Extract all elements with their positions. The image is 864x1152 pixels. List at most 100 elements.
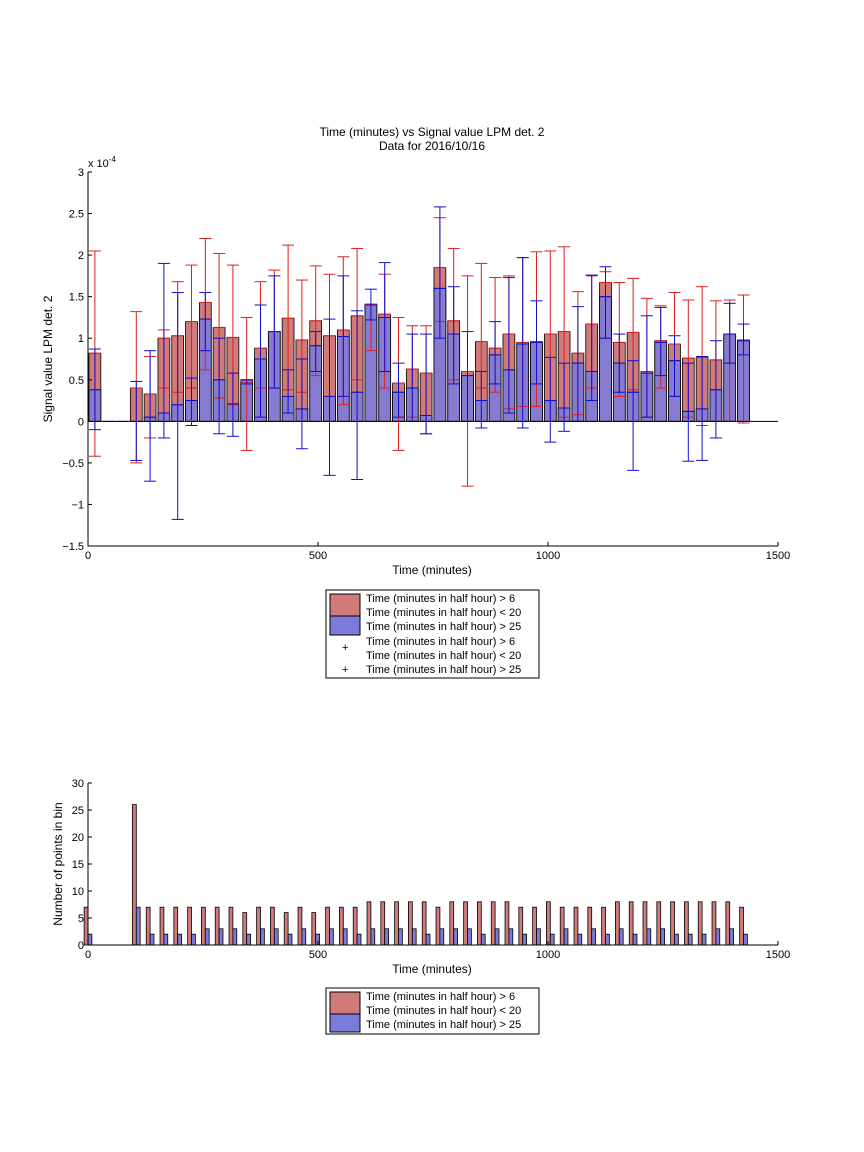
- x-tick-label: 500: [309, 949, 327, 961]
- x-tick-label: 1500: [766, 550, 790, 562]
- count-bar-blue: [439, 928, 445, 946]
- y-tick-label: −0.5: [62, 458, 84, 470]
- count-bar-blue: [577, 933, 583, 946]
- count-bar-red: [463, 901, 468, 946]
- count-bar-blue: [563, 928, 569, 946]
- count-bar-red: [615, 901, 620, 946]
- count-bar-red: [601, 906, 606, 946]
- count-bar-red: [283, 912, 289, 946]
- count-legend-entry-2: Time (minutes in half hour) < 20: [366, 1005, 521, 1017]
- count-bar-blue: [232, 928, 238, 946]
- count-bar-red: [132, 804, 137, 946]
- count-bar-blue: [177, 933, 182, 946]
- count-bar-blue: [605, 933, 610, 946]
- count-x-axis-label: Time (minutes): [392, 962, 472, 976]
- count-bar-red: [380, 901, 386, 946]
- count-bar-red: [435, 906, 441, 946]
- count-bar-red: [532, 906, 537, 946]
- count-bar-red: [656, 901, 662, 946]
- count-bar-blue: [191, 933, 196, 946]
- count-bar-blue: [632, 933, 638, 946]
- count-bar-red: [201, 906, 206, 946]
- x-tick-label: 1000: [536, 550, 560, 562]
- count-bar-blue: [218, 928, 224, 946]
- legend-marker-red: +: [342, 642, 348, 654]
- count-bar-blue: [729, 928, 734, 946]
- count-bar-blue: [273, 928, 279, 946]
- count-bar-red: [270, 906, 275, 946]
- x-tick-label: 500: [309, 550, 327, 562]
- chart-subtitle: Data for 2016/10/16: [379, 139, 485, 153]
- count-bar-blue: [329, 928, 334, 946]
- count-bar-red: [187, 906, 192, 946]
- count-bar-red: [559, 906, 565, 946]
- count-bar-red: [366, 901, 372, 946]
- y-tick-label: 10: [72, 886, 84, 898]
- count-bar-blue: [453, 928, 458, 946]
- chart-title: Time (minutes) vs Signal value LPM det. …: [320, 125, 545, 139]
- count-bar-red: [477, 901, 482, 946]
- signal-x-axis-label: Time (minutes): [392, 563, 472, 577]
- legend-entry-1: Time (minutes in half hour) > 6: [366, 593, 515, 605]
- count-bar-red: [297, 906, 303, 946]
- count-bar-blue: [549, 933, 555, 946]
- count-bar-red: [173, 906, 179, 946]
- count-bar-blue: [536, 928, 541, 946]
- count-bar-blue: [163, 933, 169, 946]
- count-legend: Time (minutes in half hour) > 6 Time (mi…: [325, 987, 540, 1035]
- y-tick-label: 2: [78, 250, 84, 262]
- count-bar-red: [573, 906, 579, 946]
- y-tick-label: −1.5: [62, 541, 84, 553]
- count-bar-red: [449, 901, 455, 946]
- y-exponent-label: x 10-4: [88, 155, 116, 170]
- count-bar-red: [504, 901, 510, 946]
- count-bar-red: [145, 906, 151, 946]
- signal-legend: Time (minutes in half hour) > 6 Time (mi…: [325, 589, 540, 679]
- count-bar-blue: [384, 928, 389, 946]
- x-tick-label: 0: [85, 949, 91, 961]
- count-bar-blue: [701, 933, 707, 946]
- count-bar-red: [518, 906, 524, 946]
- count-bar-blue: [508, 928, 514, 946]
- count-bar-red: [408, 901, 413, 946]
- count-bar-red: [421, 901, 427, 946]
- y-tick-label: −1: [71, 499, 84, 511]
- count-bar-red: [159, 906, 165, 946]
- count-legend-entry-3: Time (minutes in half hour) > 25: [366, 1019, 521, 1031]
- legend-entry-2: Time (minutes in half hour) < 20: [366, 607, 521, 619]
- count-bar-red: [587, 906, 593, 946]
- count-bar-blue: [204, 928, 210, 946]
- legend-entry-4: Time (minutes in half hour) > 6: [366, 636, 515, 648]
- y-tick-label: 5: [78, 913, 84, 925]
- legend-entry-6: Time (minutes in half hour) > 25: [366, 664, 521, 676]
- y-tick-label: 30: [72, 778, 84, 790]
- count-bar-blue: [591, 928, 596, 946]
- legend-entry-3: Time (minutes in half hour) > 25: [366, 621, 521, 633]
- count-bar-blue: [411, 928, 417, 946]
- count-bar-red: [684, 901, 689, 946]
- count-bar-blue: [149, 933, 155, 946]
- count-bar-blue: [301, 928, 307, 946]
- count-bar-red: [325, 906, 330, 946]
- count-legend-entry-1: Time (minutes in half hour) > 6: [366, 991, 515, 1003]
- count-bar-red: [739, 906, 744, 946]
- count-bar-blue: [356, 933, 362, 946]
- count-bar-blue: [398, 928, 403, 946]
- count-bar-red: [83, 906, 89, 946]
- count-bar-red: [642, 901, 648, 946]
- y-tick-label: 0.5: [69, 375, 84, 387]
- x-tick-label: 0: [85, 550, 91, 562]
- count-bar-red: [711, 901, 717, 946]
- legend-swatch-red: [329, 593, 361, 617]
- count-bar-red: [394, 901, 399, 946]
- signal-axes: 0 500 1000 1500 −1.5 −1 −0.5 0 0.5 1 1.5 2 2.5 3: [62, 167, 790, 562]
- count-bar-blue: [480, 933, 486, 946]
- count-bar-blue: [370, 928, 376, 946]
- count-bar-red: [670, 901, 675, 946]
- y-tick-label: 1.5: [69, 292, 84, 304]
- count-legend-swatch-blue: [329, 1013, 361, 1033]
- y-tick-label: 15: [72, 859, 84, 871]
- count-y-axis-label: Number of points in bin: [51, 802, 65, 925]
- count-axes: 0 500 1000 1500 0 5 10 15 20 25 30: [72, 778, 790, 961]
